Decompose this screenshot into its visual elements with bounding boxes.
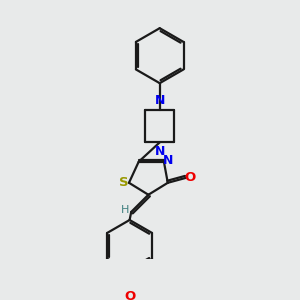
Text: S: S xyxy=(119,176,129,189)
Text: N: N xyxy=(154,94,165,107)
Text: N: N xyxy=(154,145,165,158)
Text: O: O xyxy=(124,290,136,300)
Text: O: O xyxy=(184,171,195,184)
Text: H: H xyxy=(121,205,130,215)
Text: N: N xyxy=(163,154,174,167)
